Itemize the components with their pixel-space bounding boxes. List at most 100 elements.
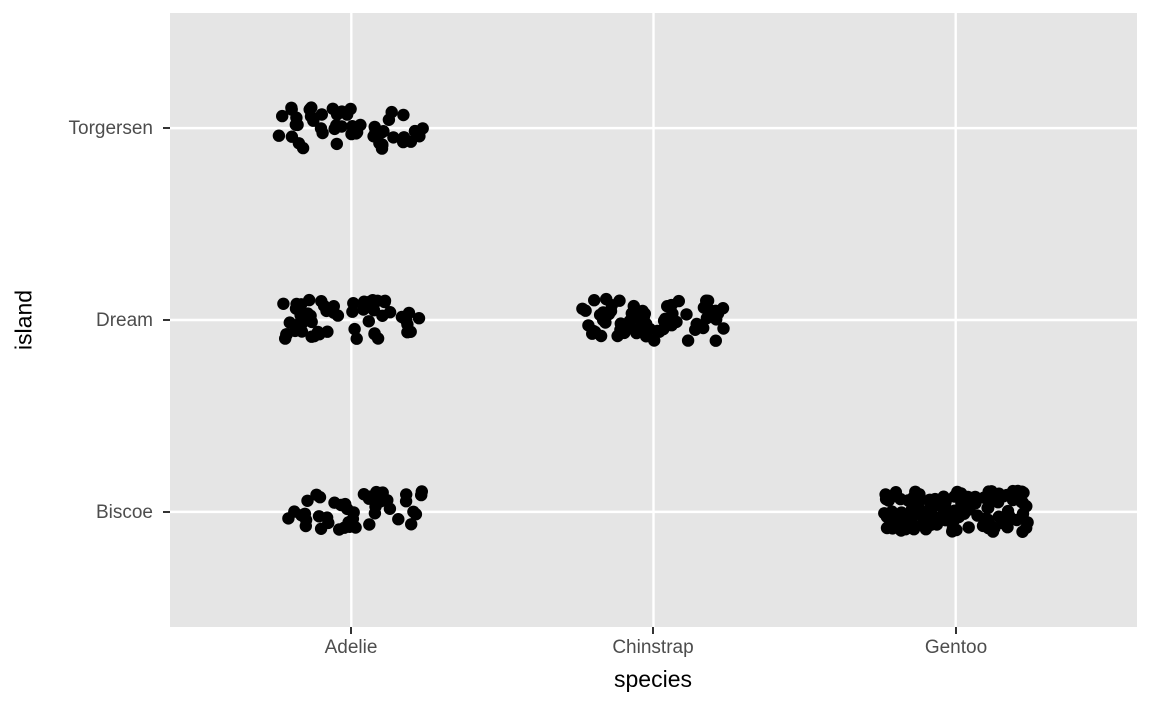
data-point	[383, 502, 397, 515]
data-point	[928, 492, 942, 506]
data-point	[397, 131, 411, 144]
data-point	[295, 298, 308, 311]
data-point	[330, 137, 343, 151]
data-point	[657, 314, 671, 327]
data-point	[586, 327, 599, 340]
data-point	[376, 486, 389, 499]
data-point	[335, 105, 349, 118]
data-point	[315, 295, 328, 308]
data-point	[276, 109, 289, 123]
data-point	[333, 523, 346, 536]
data-point	[952, 510, 966, 524]
data-point	[373, 137, 386, 150]
data-point	[363, 518, 376, 531]
x-tick-mark-chinstrap	[652, 627, 654, 634]
data-point	[946, 525, 959, 538]
data-point	[982, 521, 995, 535]
data-point	[923, 503, 936, 517]
data-point	[689, 323, 702, 336]
data-point	[894, 524, 908, 537]
data-point	[305, 315, 318, 329]
data-point	[385, 105, 398, 119]
data-point	[665, 299, 678, 312]
data-point	[979, 512, 992, 525]
data-point	[604, 304, 618, 318]
data-point	[1016, 510, 1029, 523]
data-point	[349, 521, 362, 534]
data-point	[681, 334, 695, 347]
data-point	[680, 308, 693, 321]
data-point	[412, 312, 426, 325]
data-point	[882, 494, 895, 507]
data-point	[405, 518, 418, 531]
data-point	[407, 505, 420, 518]
data-point	[378, 294, 392, 307]
data-point	[939, 496, 952, 510]
data-point	[313, 491, 327, 504]
data-point	[395, 310, 409, 324]
x-tick-mark-gentoo	[955, 627, 957, 634]
y-tick-label-torgersen: Torgersen	[68, 118, 154, 139]
data-point	[364, 295, 377, 308]
x-tick-mark-adelie	[350, 627, 352, 634]
data-point	[289, 118, 302, 131]
data-point	[341, 502, 354, 516]
data-point	[969, 497, 982, 510]
data-point	[992, 487, 1006, 500]
y-tick-mark-torgersen	[163, 127, 170, 129]
y-tick-label-dream: Dream	[95, 310, 153, 331]
data-point	[630, 326, 643, 340]
data-point	[368, 327, 381, 340]
data-point	[345, 127, 358, 141]
data-point	[399, 495, 413, 508]
data-point	[596, 313, 610, 327]
data-point	[348, 322, 361, 336]
data-point	[636, 304, 649, 318]
data-point	[717, 322, 730, 335]
data-point	[322, 516, 335, 530]
data-point	[408, 125, 422, 138]
data-point	[951, 485, 964, 499]
data-point	[277, 297, 290, 310]
data-point	[350, 332, 363, 345]
data-point	[625, 307, 638, 320]
x-tick-label-gentoo: Gentoo	[924, 637, 988, 658]
data-point	[335, 120, 348, 133]
y-tick-label-biscoe: Biscoe	[95, 502, 153, 523]
plot-area-svg	[170, 13, 1137, 627]
data-point	[1001, 504, 1015, 518]
data-point	[392, 513, 405, 526]
data-point	[397, 108, 410, 122]
data-point	[383, 306, 397, 319]
data-point	[294, 314, 308, 327]
data-point	[639, 330, 653, 343]
plot-panel	[170, 13, 1137, 627]
data-point	[913, 507, 926, 520]
data-point	[701, 294, 715, 307]
data-point	[315, 108, 328, 121]
data-point	[415, 488, 428, 502]
data-point	[304, 110, 318, 123]
data-point	[611, 329, 624, 343]
data-point	[651, 324, 664, 338]
data-point	[880, 510, 893, 523]
data-point	[709, 334, 722, 347]
data-point	[285, 130, 299, 143]
data-point	[305, 330, 318, 343]
x-tick-label-adelie: Adelie	[324, 637, 378, 658]
y-axis-title: island	[10, 289, 37, 351]
data-point	[889, 486, 903, 499]
data-point	[700, 311, 714, 325]
data-point	[710, 313, 723, 326]
data-point	[913, 488, 926, 501]
data-point	[305, 101, 318, 114]
data-point	[387, 131, 400, 144]
data-point	[301, 494, 314, 507]
data-point	[363, 490, 376, 503]
data-point	[346, 305, 359, 318]
data-point	[285, 101, 298, 115]
y-tick-mark-dream	[163, 319, 170, 321]
data-point	[992, 510, 1005, 523]
data-point	[368, 507, 382, 520]
